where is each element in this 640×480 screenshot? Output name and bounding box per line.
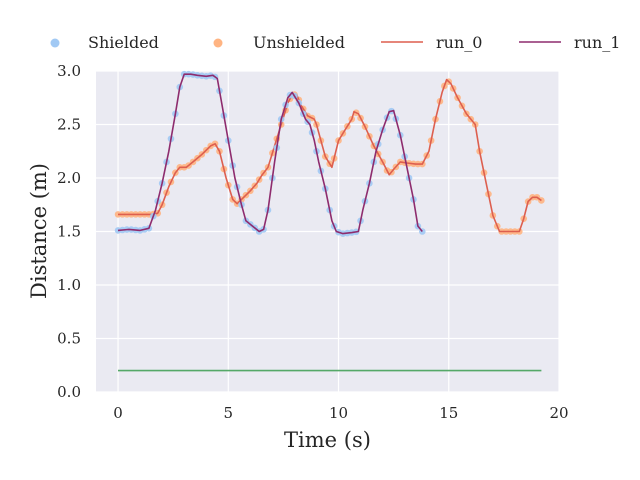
x-tick-label: 5 <box>224 404 234 422</box>
y-tick-labels: 0.0 0.5 1.0 1.5 2.0 2.5 3.0 <box>57 62 81 401</box>
x-tick-label: 20 <box>549 404 568 422</box>
y-tick-label: 2.5 <box>57 116 81 134</box>
series-run_1 <box>114 70 426 237</box>
y-tick-label: 0.0 <box>57 383 81 401</box>
x-tick-labels: 0 5 10 15 20 <box>113 404 568 422</box>
y-tick-label: 1.0 <box>57 276 81 294</box>
series-layer <box>114 70 545 372</box>
series-line <box>117 73 423 235</box>
y-tick-label: 3.0 <box>57 62 81 80</box>
y-tick-label: 0.5 <box>57 330 81 348</box>
legend-item: run_0 <box>381 33 482 52</box>
legend-item: Shielded <box>50 33 159 52</box>
y-tick-label: 1.5 <box>57 223 81 241</box>
legend: Shielded Unshielded run_0 run_1 <box>50 33 620 52</box>
legend-label: Shielded <box>88 33 159 52</box>
x-tick-label: 0 <box>113 404 123 422</box>
x-tick-label: 15 <box>439 404 458 422</box>
series-line <box>118 78 542 233</box>
y-tick-label: 2.0 <box>57 169 81 187</box>
x-axis-title: Time (s) <box>284 428 371 452</box>
legend-item: Unshielded <box>213 33 345 52</box>
x-tick-label: 10 <box>329 404 348 422</box>
legend-label: Unshielded <box>253 33 345 52</box>
series-run_0 <box>114 78 545 235</box>
legend-marker <box>50 38 60 48</box>
y-axis-title: Distance (m) <box>27 163 51 299</box>
legend-item: run_1 <box>519 33 620 52</box>
legend-label: run_1 <box>574 33 620 52</box>
legend-marker <box>213 38 223 48</box>
legend-label: run_0 <box>436 33 482 52</box>
